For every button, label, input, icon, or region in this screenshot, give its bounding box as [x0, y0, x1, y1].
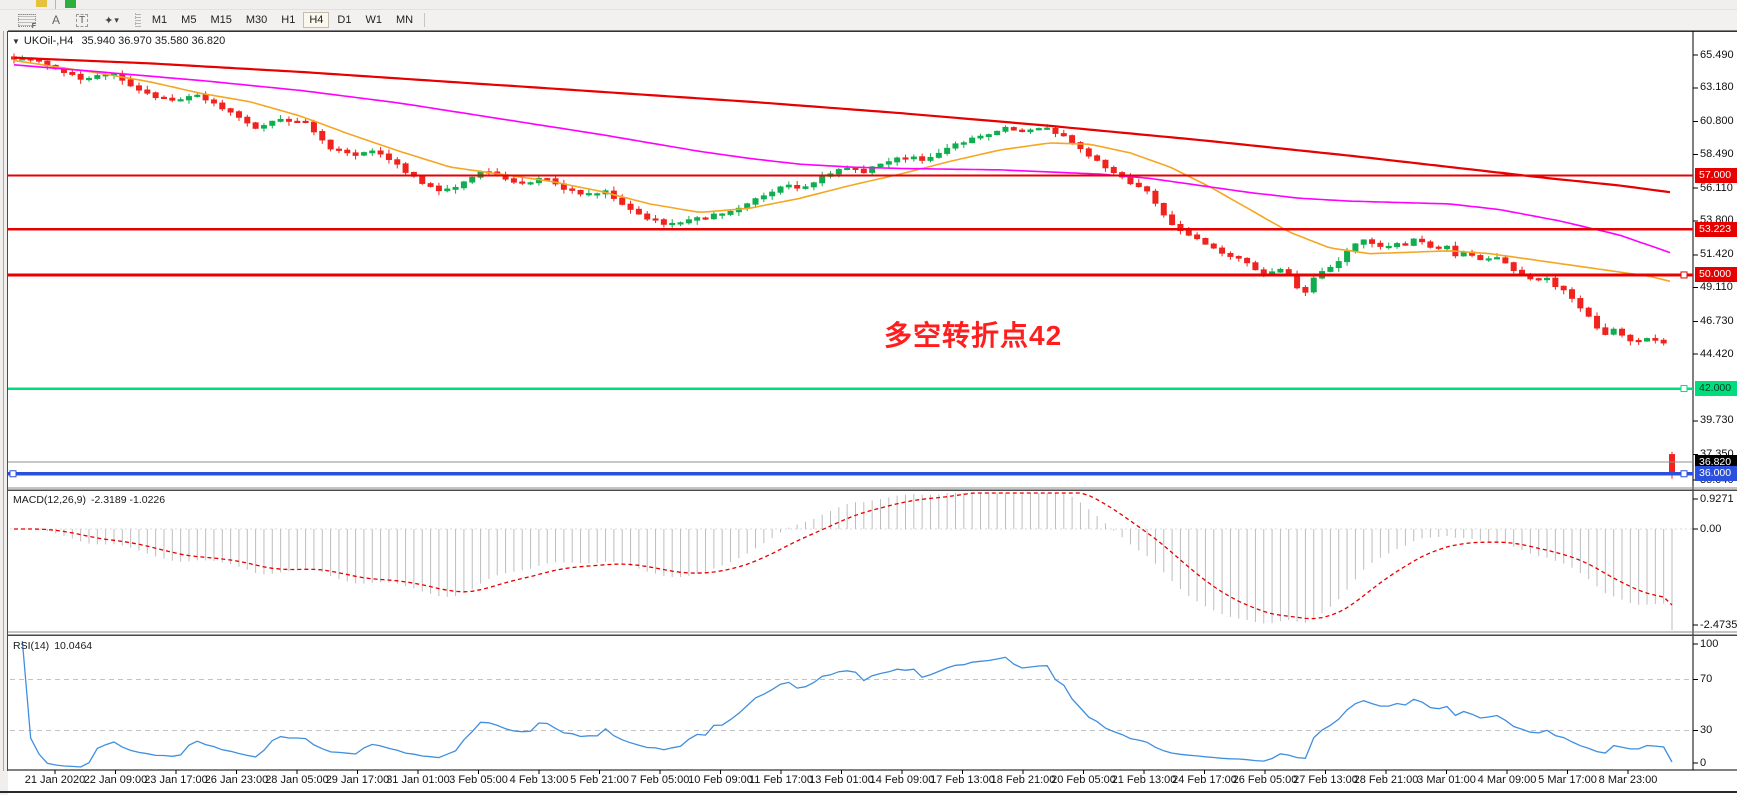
timeframe-button-M5[interactable]: M5: [175, 12, 202, 28]
timeframe-button-H4[interactable]: H4: [303, 12, 330, 28]
rsi-line: [21, 640, 1673, 768]
timeframe-button-M30[interactable]: M30: [240, 12, 273, 28]
toolbar: F A T ✦ ▾ M1 M5 M15 M30 H1 H4 D1 W1 MN: [0, 10, 1737, 31]
timeframe-button-M15[interactable]: M15: [204, 12, 237, 28]
clipped-toolbar-fragment: [36, 0, 47, 7]
main-chart-surface[interactable]: [10, 32, 1693, 487]
dropdown-caret-icon: ▾: [114, 14, 119, 25]
hline-handle[interactable]: [1680, 271, 1688, 279]
ma-fast-line: [13, 59, 1671, 283]
hline-handle[interactable]: [9, 470, 17, 478]
indicators-window-button[interactable]: F: [11, 11, 43, 30]
macd-histogram: [21, 493, 1673, 630]
rsi-label: RSI(14) 10.0464: [13, 640, 92, 652]
timeframe-button-D1[interactable]: D1: [331, 12, 357, 28]
toolbar-separator: [424, 13, 426, 27]
macd-label: MACD(12,26,9) -2.3189 -1.0226: [13, 494, 165, 506]
symbol-name: UKOil-,H4: [23, 35, 74, 47]
macd-panel-surface[interactable]: [10, 491, 1693, 631]
chart-style-button[interactable]: ✦ ▾: [97, 11, 126, 29]
hline-handle[interactable]: [1680, 385, 1688, 393]
window-left-groove: [3, 31, 4, 771]
hline-handle[interactable]: [1680, 470, 1688, 478]
timeframe-button-M1[interactable]: M1: [146, 12, 173, 28]
window-left-gutter: [0, 30, 8, 795]
timeframe-button-MN[interactable]: MN: [390, 12, 419, 28]
timeframe-button-W1[interactable]: W1: [359, 12, 388, 28]
rsi-value: 10.0464: [54, 640, 93, 652]
font-tool-button[interactable]: A: [45, 11, 67, 29]
macd-title: MACD(12,26,9): [13, 494, 86, 506]
rsi-title: RSI(14): [13, 640, 50, 652]
chart-title: ▼ UKOil-,H4 35.940 36.970 35.580 36.820: [12, 35, 225, 47]
style-arrows-icon: ✦: [104, 14, 114, 27]
symbol-dropdown-icon[interactable]: ▼: [12, 37, 20, 46]
clipped-toolbar-fragment: [65, 0, 76, 8]
text-label-icon: T: [76, 13, 89, 27]
text-label-tool-button[interactable]: T: [69, 11, 95, 29]
timeframe-bar: M1 M5 M15 M30 H1 H4 D1 W1 MN: [145, 12, 420, 28]
candles-layer: [11, 53, 1675, 479]
font-a-icon: A: [52, 13, 61, 27]
ma-slow-line: [13, 56, 1671, 194]
clipped-toolbar-fragment: [55, 0, 56, 9]
rsi-panel-surface[interactable]: [10, 636, 1693, 769]
chart-annotation-text[interactable]: 多空转折点42: [884, 320, 1063, 351]
window-left-border: [7, 31, 8, 771]
ohlc-values: 35.940 36.970 35.580 36.820: [81, 35, 226, 47]
timeframe-button-H1[interactable]: H1: [275, 12, 301, 28]
grid-f-icon: F: [18, 13, 36, 30]
macd-values: -2.3189 -1.0226: [90, 494, 166, 506]
clipped-toolbar-row: [0, 0, 1737, 10]
macd-signal-line: [14, 492, 1673, 620]
toolbar-grip[interactable]: [134, 13, 141, 27]
ma-mid-line: [13, 64, 1671, 254]
